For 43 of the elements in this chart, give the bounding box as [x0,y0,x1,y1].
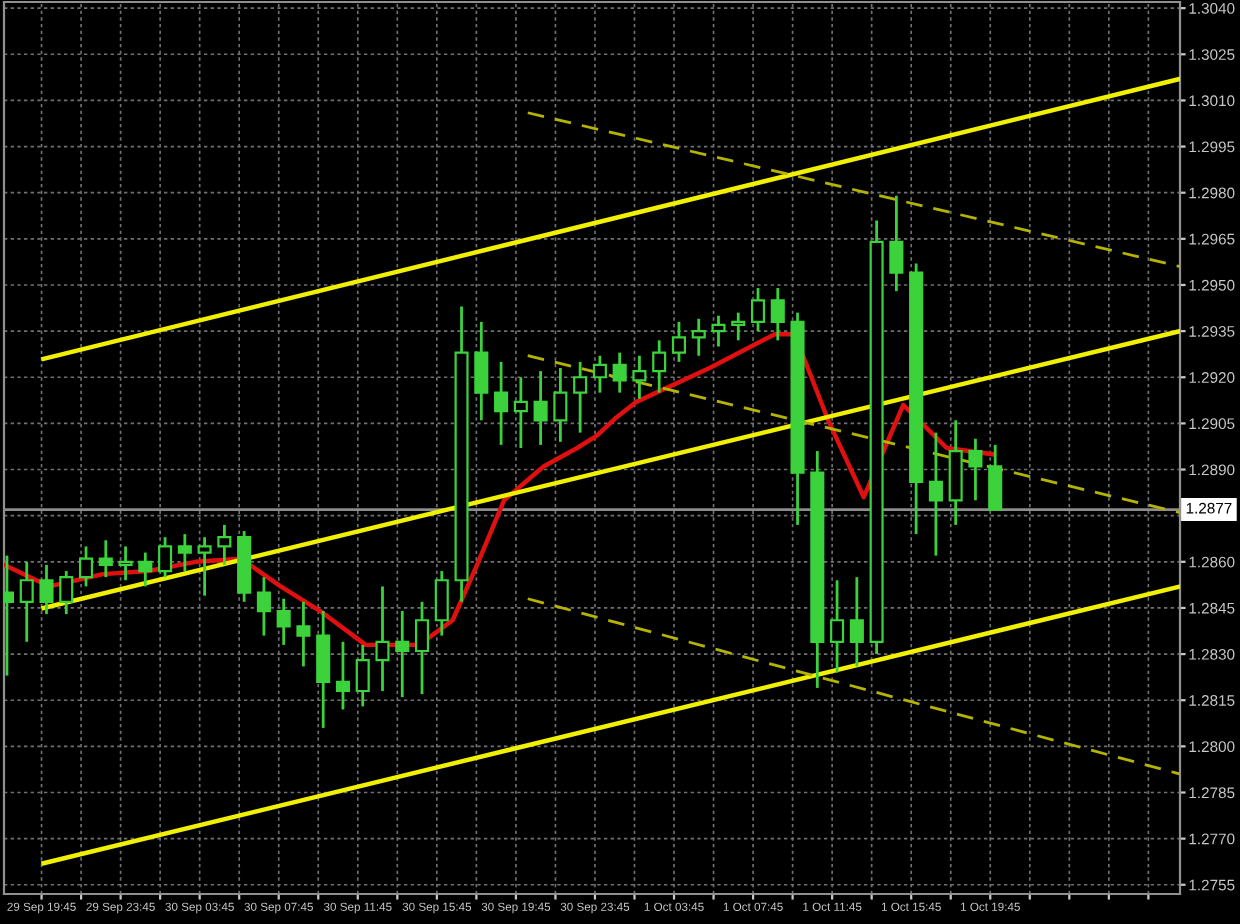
candlestick [494,360,509,447]
candlestick [928,431,943,558]
candlestick [652,338,667,395]
candlestick [276,597,291,647]
candlestick [355,643,370,708]
candlestick [296,600,311,668]
candlestick [474,320,489,422]
candlestick [830,578,845,674]
candlestick [375,585,390,693]
candlestick [533,369,548,447]
candlestick [395,609,410,699]
candlestick [138,551,153,588]
candlestick [968,437,983,502]
candlestick [632,354,647,401]
candlestick [770,286,785,342]
candlestick [217,523,232,567]
candlestick [335,640,350,711]
candlestick [889,194,904,293]
candlestick [849,575,864,668]
candlestick [256,575,271,638]
candlestick [513,375,528,450]
candlestick [59,569,74,616]
candlestick [98,538,113,579]
candlestick [573,360,588,435]
candlestick [553,366,568,444]
candlestick [711,314,726,348]
candlestick [39,563,54,616]
candlestick [78,545,94,588]
candlestick [197,535,212,598]
candlestick [158,535,173,579]
candlestick [731,311,746,342]
candlestick [988,443,1003,511]
candlestick [414,600,430,696]
candlestick [671,320,686,364]
candlestick [612,351,627,395]
candlestick [177,532,192,573]
candlestick [691,317,706,358]
candlestick [592,354,607,395]
candlestick [316,609,331,730]
candlestick [434,569,449,638]
candlestick [750,286,766,333]
candlestick [118,545,133,582]
candlestick [19,560,34,644]
